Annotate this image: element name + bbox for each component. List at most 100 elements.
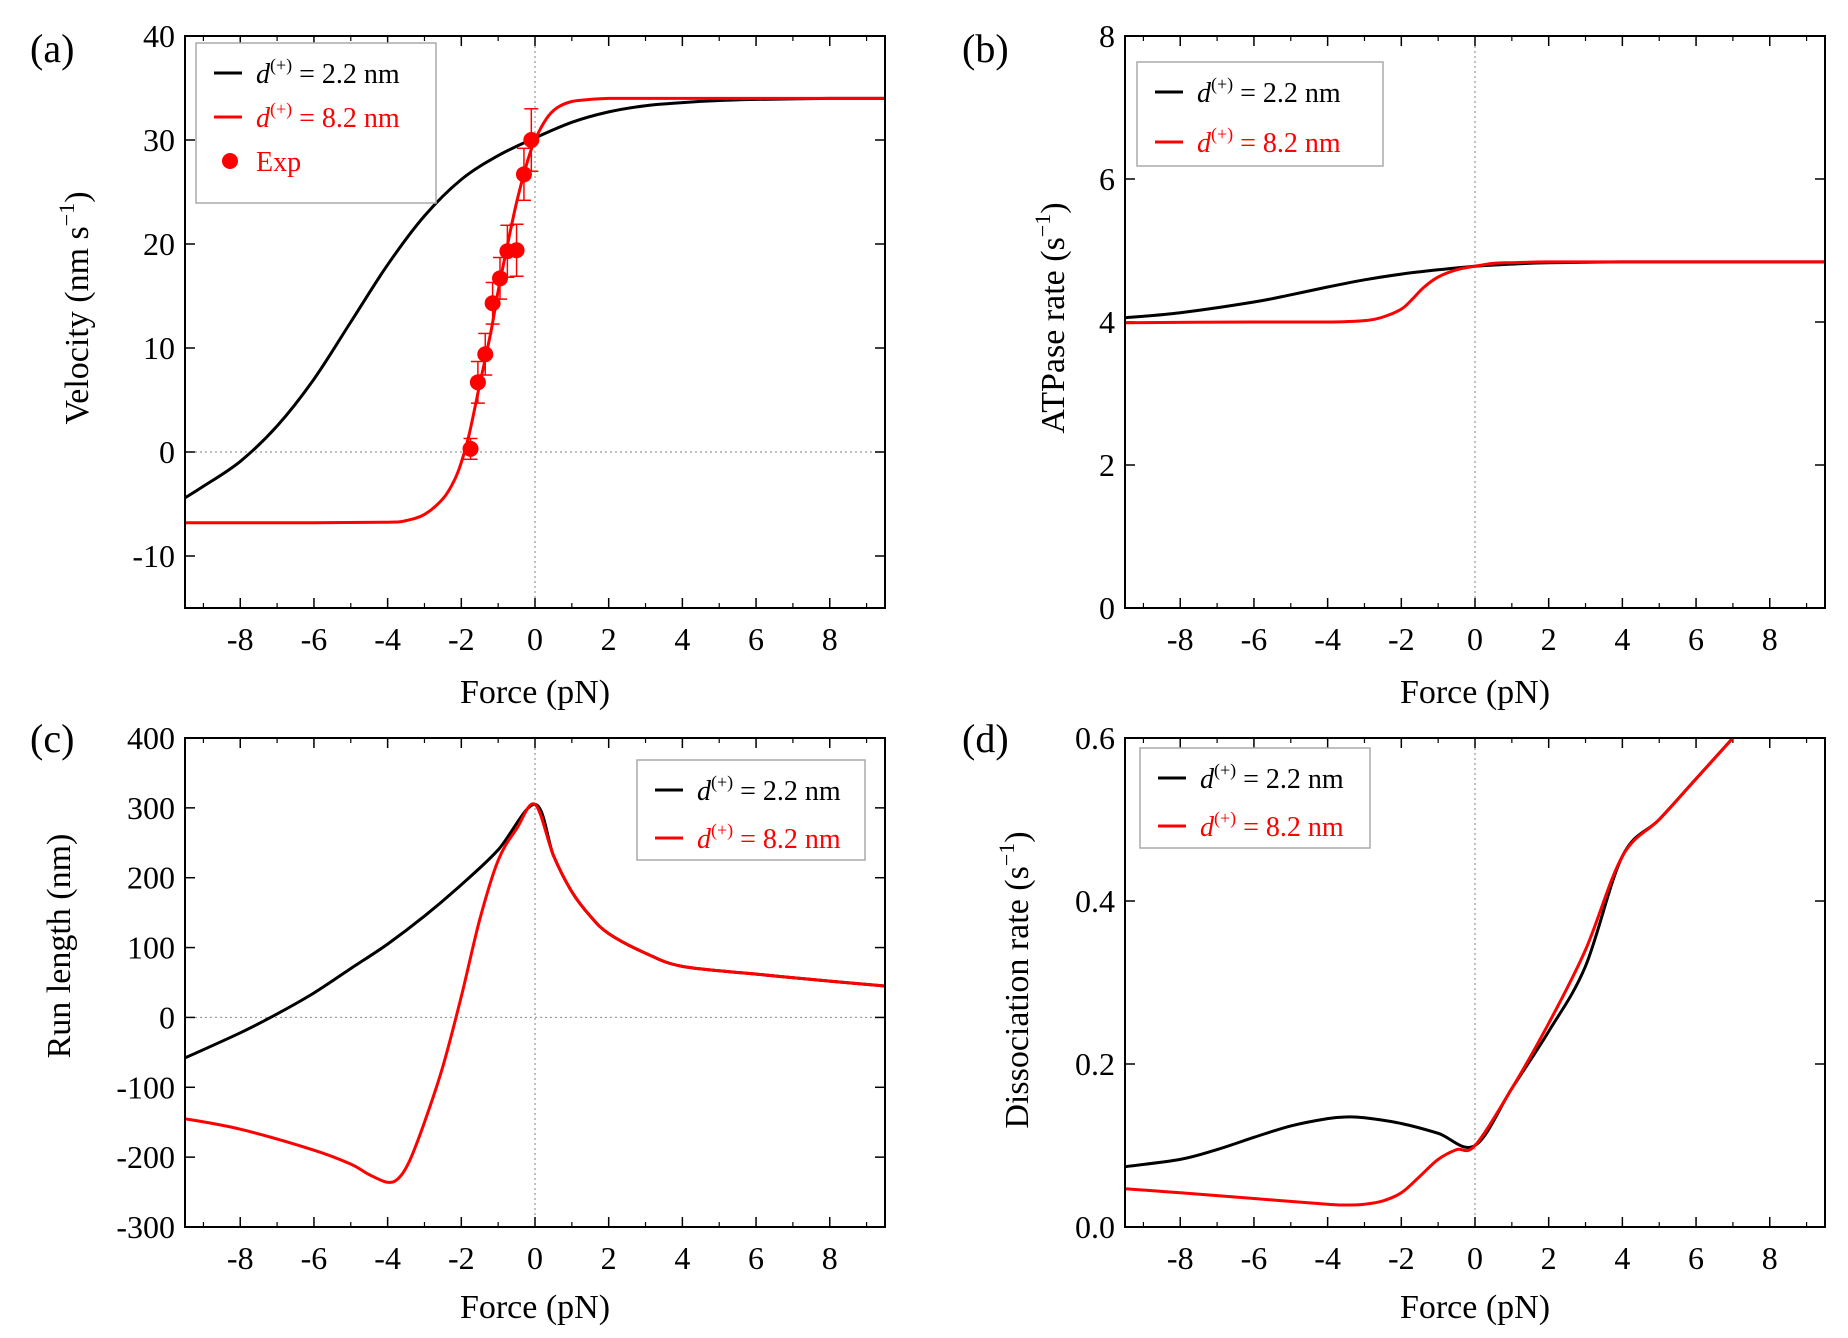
chart-0-xtick-label: -2 bbox=[448, 621, 475, 657]
chart-3-legend-label: d(+) = 2.2 nm bbox=[1200, 760, 1344, 795]
chart-0-legend-dot bbox=[222, 153, 238, 169]
chart-2-axes-frame bbox=[184, 737, 886, 1228]
ylabel-d-sup: −1 bbox=[994, 843, 1019, 866]
chart-0-exp-point bbox=[462, 440, 479, 457]
chart-0-legend-box bbox=[195, 42, 437, 204]
chart-0-exp-point bbox=[508, 242, 525, 259]
ylabel-b-sup: −1 bbox=[1030, 214, 1055, 237]
xlabel-a: Force (pN) bbox=[460, 674, 610, 711]
ylabel-d-main: Dissociation rate (s bbox=[999, 866, 1036, 1129]
chart-1-xtick-label: 0 bbox=[1467, 621, 1483, 657]
chart-0-exp-point bbox=[469, 374, 486, 391]
chart-0-legend-label: Exp bbox=[256, 147, 301, 178]
chart-1-legend: d(+) = 2.2 nm d(+) = 8.2 nm bbox=[1136, 61, 1384, 167]
chart-2-xtick-label: -4 bbox=[374, 1240, 401, 1276]
panel-label-b: (b) bbox=[962, 26, 1009, 71]
chart-1-xtick-label: 4 bbox=[1614, 621, 1630, 657]
panel-d: (d) Dissociation rate (s−1) Force (pN) -… bbox=[962, 716, 1826, 1326]
chart-3-legend-box bbox=[1139, 747, 1371, 849]
chart-0-xtick-label: -8 bbox=[227, 621, 254, 657]
panel-label-a: (a) bbox=[30, 26, 74, 71]
chart-0-xtick-label: 0 bbox=[527, 621, 543, 657]
chart-1-ytick-label: 0 bbox=[1099, 590, 1115, 626]
chart-1-xtick-label: -6 bbox=[1241, 621, 1268, 657]
chart-0-exp-point bbox=[484, 295, 501, 312]
chart-1-xtick-label: -4 bbox=[1314, 621, 1341, 657]
chart-3-xtick-label: -8 bbox=[1167, 1240, 1194, 1276]
chart-2-ytick-label: -300 bbox=[116, 1209, 175, 1245]
chart-0-xtick-label: 4 bbox=[674, 621, 690, 657]
chart-0-xtick-label: -6 bbox=[301, 621, 328, 657]
ylabel-a-tail: ) bbox=[59, 191, 96, 202]
panel-c: (c) Run length (nm) Force (pN) -8 -6 -4 -2 0… bbox=[30, 716, 886, 1326]
chart-1-ytick-label: 4 bbox=[1099, 304, 1115, 340]
chart-3-xtick-label: 8 bbox=[1762, 1240, 1778, 1276]
ylabel-a-main: Velocity (nm s bbox=[59, 226, 96, 424]
svg-text:Dissociation rate (s−1): Dissociation rate (s−1) bbox=[994, 831, 1036, 1128]
chart-0-exp-point bbox=[515, 166, 532, 183]
chart-1-series-1-line bbox=[1125, 260, 1825, 325]
plot-d: -8 -6 -4 -2 0 2 4 6 80.00.20.40.6d(+) = 2.2 nmd(… bbox=[1075, 720, 1826, 1276]
chart-1-curves bbox=[1125, 260, 1825, 325]
chart-1-xtick-label: 2 bbox=[1541, 621, 1557, 657]
chart-3-xtick-label: 6 bbox=[1688, 1240, 1704, 1276]
chart-2-ytick-label: 400 bbox=[127, 720, 175, 756]
chart-2-ytick-label: 100 bbox=[127, 930, 175, 966]
xlabel-c: Force (pN) bbox=[460, 1289, 610, 1326]
chart-2-xtick-label: 0 bbox=[527, 1240, 543, 1276]
chart-2-xtick-label: -8 bbox=[227, 1240, 254, 1276]
chart-1-ytick-label: 6 bbox=[1099, 161, 1115, 197]
chart-3-legend: d(+) = 2.2 nm d(+) = 8.2 nm bbox=[1139, 747, 1371, 849]
chart-1-xtick-label: 8 bbox=[1762, 621, 1778, 657]
chart-1-legend-label: d(+) = 2.2 nm bbox=[1197, 74, 1341, 109]
chart-3-ytick-label: 0.4 bbox=[1075, 883, 1115, 919]
chart-0-legend-label: d(+) = 2.2 nm bbox=[256, 55, 400, 90]
chart-1-xtick-label: 6 bbox=[1688, 621, 1704, 657]
chart-0-ytick-label: 10 bbox=[143, 330, 175, 366]
chart-0-ytick-label: 30 bbox=[143, 122, 175, 158]
chart-1-ytick-label: 8 bbox=[1099, 18, 1115, 54]
chart-3-xtick-label: -4 bbox=[1314, 1240, 1341, 1276]
chart-2-series-1-line bbox=[185, 802, 885, 1184]
xlabel-d: Force (pN) bbox=[1400, 1289, 1550, 1326]
chart-3-ytick-label: 0.2 bbox=[1075, 1046, 1115, 1082]
chart-0-ytick-label: 20 bbox=[143, 226, 175, 262]
chart-2-xtick-label: 6 bbox=[748, 1240, 764, 1276]
chart-2-legend-label: d(+) = 2.2 nm bbox=[697, 772, 841, 807]
chart-2-ytick-label: -200 bbox=[116, 1139, 175, 1175]
chart-3-xtick-label: 0 bbox=[1467, 1240, 1483, 1276]
plot-b: -8 -6 -4 -2 0 2 4 6 8 0 2 4 6 8 d(+) = 2.2 nm d(+) = 8.… bbox=[1099, 18, 1826, 657]
ylabel-b-main: ATPase rate (s bbox=[1035, 237, 1072, 433]
chart-2-curves bbox=[185, 802, 885, 1184]
chart-1-axes-frame bbox=[1124, 35, 1826, 609]
chart-0-axes-frame bbox=[184, 35, 886, 609]
panel-a: (a) Velocity (nm s−1) Force (pN) -8 -6 -4 -… bbox=[30, 18, 886, 711]
chart-0-xtick-label: -4 bbox=[374, 621, 401, 657]
chart-0-xtick-label: 2 bbox=[601, 621, 617, 657]
chart-0-ytick-label: -10 bbox=[132, 538, 175, 574]
chart-2-ytick-label: 200 bbox=[127, 860, 175, 896]
chart-0-legend-label: d(+) = 8.2 nm bbox=[256, 99, 400, 134]
chart-2-legend: d(+) = 2.2 nm d(+) = 8.2 nm bbox=[636, 759, 866, 861]
chart-2-legend-box bbox=[636, 759, 866, 861]
chart-0-ytick-label: 40 bbox=[143, 18, 175, 54]
plot-c: -8 -6 -4 -2 0 2 4 6 8 -300 -200 -100 0 100 200 300 400 d(… bbox=[116, 720, 886, 1276]
chart-1-ytick-label: 2 bbox=[1099, 447, 1115, 483]
ylabel-d: Dissociation rate (s−1) bbox=[994, 831, 1036, 1128]
chart-0-xtick-label: 8 bbox=[822, 621, 838, 657]
chart-1-xtick-label: -2 bbox=[1388, 621, 1415, 657]
svg-text:ATPase rate (s−1): ATPase rate (s−1) bbox=[1030, 202, 1072, 433]
ylabel-b: ATPase rate (s−1) bbox=[1030, 202, 1072, 433]
ylabel-a-sup: −1 bbox=[54, 203, 79, 226]
ylabel-c: Run length (nm) bbox=[41, 834, 78, 1059]
chart-3-series-1-line bbox=[1125, 738, 1735, 1207]
chart-3-xtick-label: 2 bbox=[1541, 1240, 1557, 1276]
ylabel-c-main: Run length (nm) bbox=[41, 834, 78, 1059]
chart-2-xtick-label: 2 bbox=[601, 1240, 617, 1276]
chart-1-legend-label: d(+) = 8.2 nm bbox=[1197, 124, 1341, 159]
chart-3-curves bbox=[1125, 738, 1735, 1207]
chart-2-xtick-label: -6 bbox=[301, 1240, 328, 1276]
chart-0-exp-point bbox=[523, 132, 540, 148]
